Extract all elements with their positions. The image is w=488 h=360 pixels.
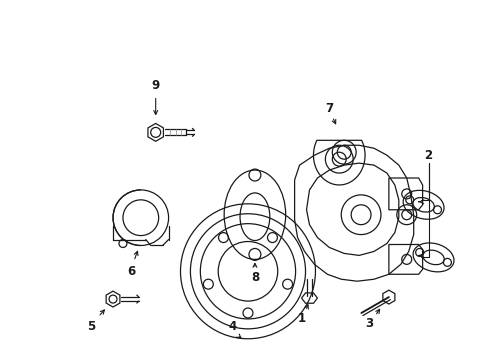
Text: 8: 8: [250, 271, 259, 284]
Text: 5: 5: [87, 320, 95, 333]
Text: 1: 1: [297, 312, 305, 325]
Text: 2: 2: [424, 149, 432, 162]
Text: 4: 4: [227, 320, 236, 333]
Text: 9: 9: [151, 79, 160, 92]
Text: 3: 3: [364, 318, 372, 330]
Text: 7: 7: [325, 102, 333, 115]
Text: 6: 6: [126, 265, 135, 278]
